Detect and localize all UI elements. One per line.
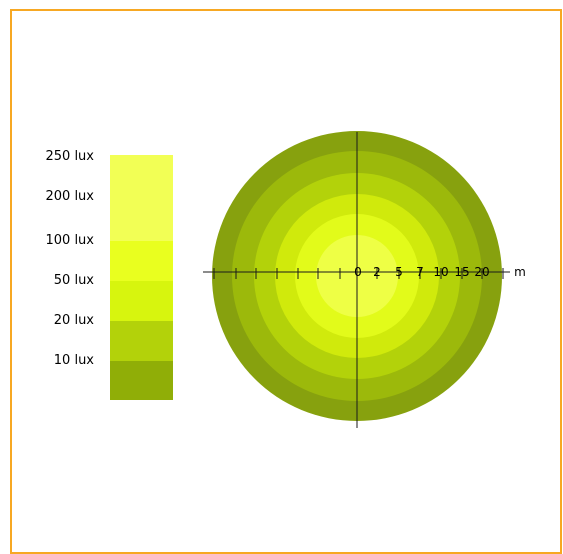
axis-unit-label: m [514,265,526,279]
axis-ticks [213,268,504,279]
tick-label-10: 10 [433,265,448,279]
legend-swatch-20 [110,321,173,361]
tick-label-20: 20 [474,265,489,279]
tick-label-0: 0 [354,265,362,279]
legend-label-100: 100 lux [45,233,95,248]
legend-label-20: 20 lux [53,313,94,328]
legend-swatch-200-250 [110,155,173,241]
legend-label-250: 250 lux [45,149,95,164]
legend-label-50: 50 lux [53,273,94,288]
legend-swatch-10 [110,361,173,400]
axis-tick-labels: 0 2 5 7 10 15 20 m [354,265,526,279]
tick-label-15: 15 [454,265,469,279]
legend-label-10: 10 lux [53,353,94,368]
legend-swatch-100 [110,241,173,281]
legend-swatch-50 [110,281,173,321]
tick-label-2: 2 [373,265,381,279]
tick-label-5: 5 [395,265,403,279]
axes [203,132,510,428]
tick-label-7: 7 [416,265,424,279]
legend-label-200: 200 lux [45,189,95,204]
